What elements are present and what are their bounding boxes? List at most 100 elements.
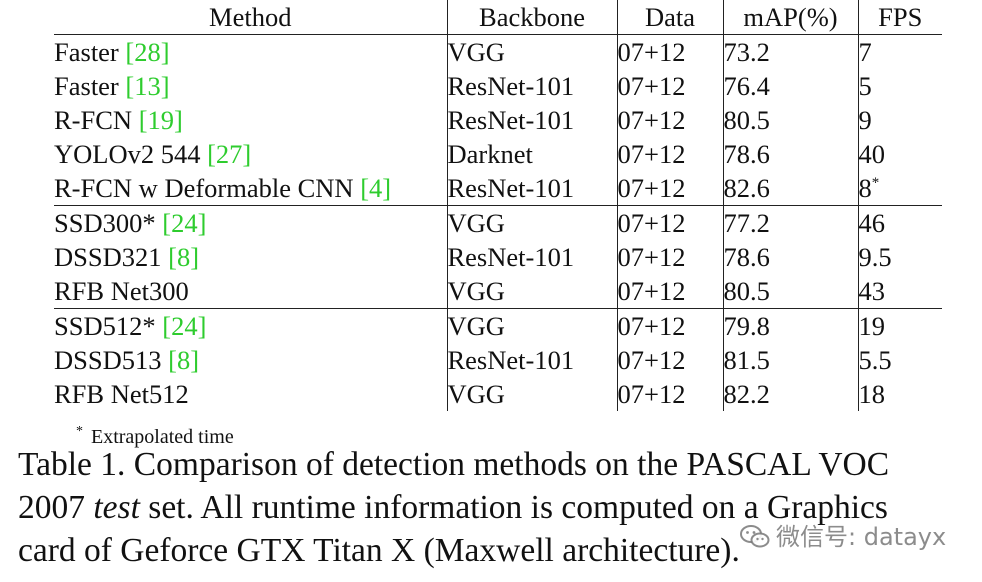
table-row: SSD512* [24] VGG 07+12 79.8 19 bbox=[54, 308, 942, 344]
fps-cell: 8* bbox=[857, 171, 942, 206]
map-cell: 82.2 bbox=[722, 377, 858, 411]
table-row: SSD300* [24] VGG 07+12 77.2 46 bbox=[54, 205, 942, 241]
map-cell: 78.6 bbox=[722, 137, 858, 171]
table-header-row: Method Backbone Data mAP(%) FPS bbox=[54, 0, 942, 35]
method-cell: RFB Net512 bbox=[54, 377, 447, 411]
method-cell: YOLOv2 544 [27] bbox=[54, 137, 447, 171]
data-cell: 07+12 bbox=[616, 343, 723, 377]
data-cell: 07+12 bbox=[616, 137, 723, 171]
table-row: YOLOv2 544 [27] Darknet 07+12 78.6 40 bbox=[54, 137, 942, 171]
method-cell: Faster [13] bbox=[54, 69, 447, 103]
data-cell: 07+12 bbox=[616, 34, 723, 69]
table-footnote: * Extrapolated time bbox=[76, 420, 234, 449]
method-name: SSD300* bbox=[54, 208, 163, 238]
table-row: DSSD321 [8] ResNet-101 07+12 78.6 9.5 bbox=[54, 240, 942, 274]
backbone-cell: VGG bbox=[446, 377, 617, 411]
map-cell: 77.2 bbox=[722, 205, 858, 240]
method-cell: DSSD321 [8] bbox=[54, 240, 447, 274]
backbone-cell: ResNet-101 bbox=[446, 103, 617, 137]
wechat-icon bbox=[740, 524, 770, 550]
map-cell: 82.6 bbox=[722, 171, 858, 206]
method-name: Faster bbox=[54, 37, 126, 67]
table-row: Faster [28] VGG 07+12 73.2 7 bbox=[54, 34, 942, 70]
method-cell: R-FCN w Deformable CNN [4] bbox=[54, 171, 447, 206]
backbone-cell: VGG bbox=[446, 205, 617, 240]
caption-line-2-end: set. All runtime information is computed… bbox=[139, 489, 888, 526]
method-name: DSSD513 bbox=[54, 345, 169, 375]
table-row: RFB Net512 VGG 07+12 82.2 18 bbox=[54, 377, 942, 411]
data-cell: 07+12 bbox=[616, 205, 723, 240]
table-row: R-FCN w Deformable CNN [4] ResNet-101 07… bbox=[54, 171, 942, 206]
header-fps: FPS bbox=[857, 0, 942, 35]
citation-link[interactable]: [4] bbox=[360, 173, 392, 203]
map-cell: 81.5 bbox=[722, 343, 858, 377]
citation-link[interactable]: [8] bbox=[168, 345, 200, 375]
citation-link[interactable]: [27] bbox=[207, 139, 252, 169]
map-cell: 76.4 bbox=[722, 69, 858, 103]
table-row: Faster [13] ResNet-101 07+12 76.4 5 bbox=[54, 69, 942, 103]
backbone-cell: VGG bbox=[446, 34, 617, 69]
footnote-text: Extrapolated time bbox=[91, 426, 234, 448]
header-backbone: Backbone bbox=[446, 0, 617, 35]
method-name: R-FCN bbox=[54, 105, 139, 135]
method-cell: DSSD513 [8] bbox=[54, 343, 447, 377]
data-cell: 07+12 bbox=[616, 240, 723, 274]
method-name: YOLOv2 544 bbox=[54, 139, 208, 169]
fps-value: 8 bbox=[858, 173, 872, 203]
fps-cell: 18 bbox=[857, 377, 942, 411]
citation-link[interactable]: [19] bbox=[138, 105, 183, 135]
header-data: Data bbox=[616, 0, 723, 35]
header-map: mAP(%) bbox=[722, 0, 858, 35]
backbone-cell: ResNet-101 bbox=[446, 240, 617, 274]
fps-cell: 5.5 bbox=[857, 343, 942, 377]
backbone-cell: Darknet bbox=[446, 137, 617, 171]
fps-cell: 9 bbox=[857, 103, 942, 137]
data-cell: 07+12 bbox=[616, 103, 723, 137]
caption-line-1: Table 1. Comparison of detection methods… bbox=[18, 446, 890, 483]
method-cell: SSD512* [24] bbox=[54, 309, 447, 344]
fps-cell: 5 bbox=[857, 69, 942, 103]
caption-line-2-start: 2007 bbox=[18, 489, 94, 526]
fps-cell: 40 bbox=[857, 137, 942, 171]
method-cell: R-FCN [19] bbox=[54, 103, 447, 137]
footnote-marker: * bbox=[76, 424, 83, 439]
fps-cell: 7 bbox=[857, 34, 942, 69]
citation-link[interactable]: [28] bbox=[125, 37, 170, 67]
citation-link[interactable]: [24] bbox=[162, 311, 207, 341]
table-row: DSSD513 [8] ResNet-101 07+12 81.5 5.5 bbox=[54, 343, 942, 377]
backbone-cell: ResNet-101 bbox=[446, 343, 617, 377]
backbone-cell: ResNet-101 bbox=[446, 171, 617, 206]
citation-link[interactable]: [8] bbox=[168, 242, 200, 272]
method-name: SSD512* bbox=[54, 311, 163, 341]
map-cell: 79.8 bbox=[722, 308, 858, 343]
extrapolated-marker: * bbox=[871, 175, 880, 191]
method-cell: Faster [28] bbox=[54, 35, 447, 70]
data-cell: 07+12 bbox=[616, 274, 723, 309]
method-name: DSSD321 bbox=[54, 242, 169, 272]
method-name: RFB Net300 bbox=[54, 276, 189, 306]
method-cell: SSD300* [24] bbox=[54, 206, 447, 241]
fps-cell: 19 bbox=[857, 308, 942, 343]
table-caption: Table 1. Comparison of detection methods… bbox=[18, 443, 968, 572]
citation-link[interactable]: [13] bbox=[125, 71, 170, 101]
fps-cell: 9.5 bbox=[857, 240, 942, 274]
data-cell: 07+12 bbox=[616, 308, 723, 343]
data-cell: 07+12 bbox=[616, 69, 723, 103]
method-name: RFB Net512 bbox=[54, 379, 189, 409]
citation-link[interactable]: [24] bbox=[162, 208, 207, 238]
results-table: Method Backbone Data mAP(%) FPS Faster [… bbox=[54, 0, 942, 411]
watermark: 微信号: datayx bbox=[740, 522, 946, 552]
table-row: RFB Net300 VGG 07+12 80.5 43 bbox=[54, 274, 942, 309]
header-method: Method bbox=[54, 0, 447, 35]
caption-line-3: card of Geforce GTX Titan X (Maxwell arc… bbox=[18, 532, 740, 569]
backbone-cell: VGG bbox=[446, 274, 617, 309]
method-name: R-FCN w Deformable CNN bbox=[54, 173, 361, 203]
fps-cell: 46 bbox=[857, 205, 942, 240]
map-cell: 80.5 bbox=[722, 274, 858, 309]
results-table-container: Method Backbone Data mAP(%) FPS Faster [… bbox=[54, 0, 942, 411]
fps-cell: 43 bbox=[857, 274, 942, 309]
table-row: R-FCN [19] ResNet-101 07+12 80.5 9 bbox=[54, 103, 942, 137]
backbone-cell: ResNet-101 bbox=[446, 69, 617, 103]
caption-line-2: 2007 test set. All runtime information i… bbox=[18, 486, 968, 529]
map-cell: 73.2 bbox=[722, 34, 858, 69]
